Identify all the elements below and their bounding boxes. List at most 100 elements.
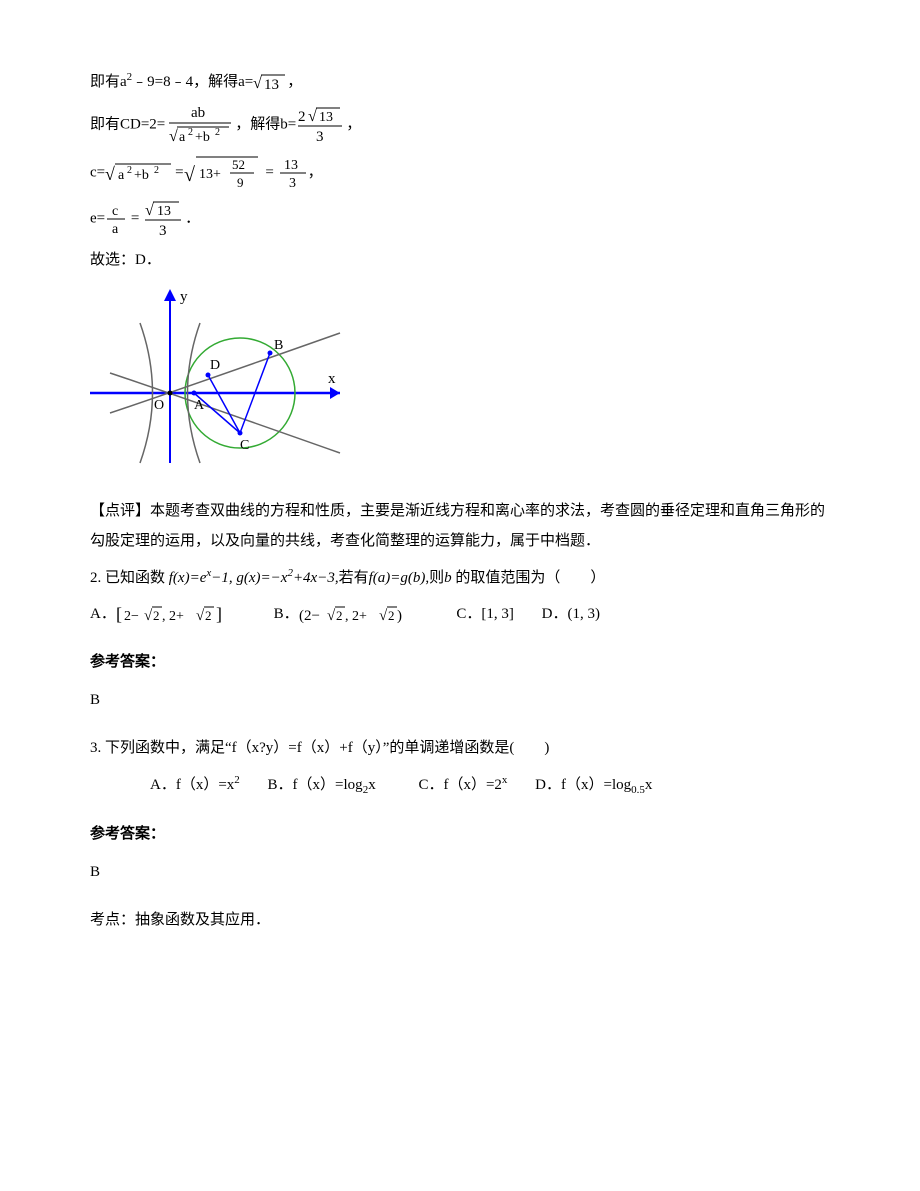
svg-text:x: x [328,371,336,387]
var-b: b [444,570,452,586]
svg-text:+b: +b [195,130,210,145]
t: ,则 [425,570,444,586]
svg-text:2: 2 [388,608,395,623]
svg-text:2: 2 [153,608,160,623]
q2-option-c[interactable]: C．[1, 3] [456,606,517,622]
svg-text:3: 3 [159,223,167,239]
t: ． [185,210,200,226]
t: = [175,164,183,180]
eq-icon: = [262,164,278,180]
svg-text:O: O [154,398,164,413]
svg-text:√: √ [379,608,388,624]
svg-text:): ) [397,608,402,624]
svg-text:9: 9 [237,175,244,190]
svg-text:2: 2 [188,127,193,138]
svg-text:√: √ [169,128,178,145]
t: 【点评】本题考查双曲线的方程和性质，主要是渐近线方程和离心率的求法，考查圆的垂径… [90,503,825,549]
q2-option-d[interactable]: D．(1, 3) [542,606,600,622]
t: 故选：D． [90,252,161,268]
hyperbola-figure: y x O A D B C [90,283,830,484]
svg-text:a: a [118,168,125,183]
svg-text:√: √ [253,75,262,92]
answer-heading-3: 参考答案： [90,819,830,849]
t: ， [287,74,302,90]
svg-text:√: √ [145,202,154,219]
fx: f(x)=ex−1, g(x)=−x2+4x−3 [169,570,335,586]
svg-text:3: 3 [289,176,296,191]
q3-option-d[interactable]: D．f（x）=log0.5x [535,777,652,793]
sqrt13-icon: √ 13 [253,72,287,94]
svg-text:(2−: (2− [299,608,320,624]
t: c= [90,164,105,180]
svg-text:√: √ [105,164,115,184]
svg-text:13: 13 [264,77,279,93]
t: ,若有 [335,570,369,586]
svg-text:D: D [210,358,220,373]
svg-text:[: [ [116,604,122,624]
t: ， [346,116,361,132]
conclusion: 故选：D． [90,245,830,275]
t: 即有a [90,74,127,90]
optA-icon: [ 2− √2 , 2+ √2 ] [116,602,246,628]
svg-text:13+: 13+ [199,167,221,182]
svg-text:√: √ [184,164,195,186]
t: 2. 已知函数 [90,570,165,586]
review-text: 【点评】本题考查双曲线的方程和性质，主要是渐近线方程和离心率的求法，考查圆的垂径… [90,496,830,556]
para1-line4: e= c a = √ 13 3 ． [90,199,830,239]
svg-text:, 2+: , 2+ [162,609,184,624]
answer2: B [90,685,830,715]
svg-text:2: 2 [127,165,132,176]
sqrt-a2b2-icon: √ a 2 +b 2 [105,160,175,186]
svg-text:2: 2 [215,127,220,138]
optB-icon: (2− √2 , 2+ √2 ) [299,602,429,628]
t: 即有CD=2= [90,116,165,132]
sqrt-13-52-9-icon: √ 13+ 52 9 [184,153,262,193]
svg-text:+b: +b [134,168,149,183]
svg-text:]: ] [216,604,222,624]
answer-heading-2: 参考答案： [90,647,830,677]
svg-text:√: √ [327,608,336,624]
frac-c-a-icon: c a [105,201,127,237]
q2-option-b[interactable]: B． (2− √2 , 2+ √2 ) [274,606,433,622]
svg-text:13: 13 [284,158,298,173]
q3-option-a[interactable]: A．f（x）=x2 [150,777,240,793]
para1-line3: c= √ a 2 +b 2 = √ 13+ 52 9 = 13 3 ， [90,153,830,193]
svg-text:y: y [180,289,188,305]
svg-text:√: √ [196,608,205,624]
q3-option-c[interactable]: C．f（x）=2x [418,777,507,793]
svg-text:2: 2 [154,165,159,176]
svg-text:13: 13 [157,204,171,219]
svg-text:, 2+: , 2+ [345,609,367,624]
svg-text:a: a [112,222,119,237]
svg-text:ab: ab [191,105,205,121]
answer3: B [90,857,830,887]
para1-line2: 即有CD=2= ab √ a 2 +b 2 ，解得b= 2 √ 13 3 ， [90,103,830,147]
svg-text:C: C [240,438,249,453]
frac-ab-icon: ab √ a 2 +b 2 [165,103,235,147]
q3-stem: 3. 下列函数中，满足“f（x?y）=f（x）+f（y）”的单调递增函数是( ) [90,733,830,763]
frac-2r13-3-icon: 2 √ 13 3 [296,105,346,145]
eq-icon: = [127,210,143,226]
q2-stem: 2. 已知函数 f(x)=ex−1, g(x)=−x2+4x−3,若有f(a)=… [90,562,830,593]
svg-text:2−: 2− [124,609,139,624]
svg-text:√: √ [144,608,153,624]
svg-text:B: B [274,338,283,353]
svg-text:2: 2 [205,608,212,623]
svg-text:13: 13 [319,110,333,125]
svg-text:a: a [179,130,186,145]
q2-options: A． [ 2− √2 , 2+ √2 ] B． (2− √2 , 2+ √2 )… [90,599,830,629]
svg-text:2: 2 [336,608,343,623]
svg-text:3: 3 [316,129,324,145]
q2-option-a[interactable]: A． [ 2− √2 , 2+ √2 ] [90,606,250,622]
svg-text:52: 52 [232,157,245,172]
svg-text:2: 2 [298,109,306,125]
t: ﹣9=8﹣4，解得a= [132,74,253,90]
svg-text:√: √ [308,108,317,125]
cond: f(a)=g(b) [369,570,426,586]
t: e= [90,210,105,226]
q3-option-b[interactable]: B．f（x）=log2x [268,777,376,793]
topic: 考点：抽象函数及其应用． [90,905,830,935]
frac-13-3-icon: 13 3 [278,155,308,191]
para1-line1: 即有a2﹣9=8﹣4，解得a= √ 13 ， [90,66,830,97]
t: 的取值范围为（ ） [452,570,606,586]
